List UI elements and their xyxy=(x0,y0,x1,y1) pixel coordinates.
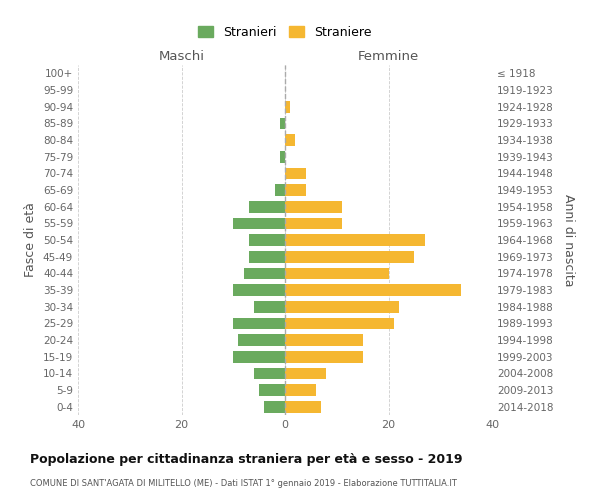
Bar xyxy=(280,118,285,129)
Bar xyxy=(238,334,285,346)
Bar xyxy=(233,284,285,296)
Bar xyxy=(285,401,321,412)
Bar xyxy=(244,268,285,279)
Bar xyxy=(233,218,285,229)
Bar xyxy=(285,218,342,229)
Bar xyxy=(280,151,285,162)
Text: COMUNE DI SANT'AGATA DI MILITELLO (ME) - Dati ISTAT 1° gennaio 2019 - Elaborazio: COMUNE DI SANT'AGATA DI MILITELLO (ME) -… xyxy=(30,479,457,488)
Bar xyxy=(249,251,285,262)
Bar xyxy=(233,318,285,329)
Bar xyxy=(285,301,399,312)
Bar xyxy=(249,201,285,212)
Bar xyxy=(233,351,285,362)
Bar xyxy=(285,284,461,296)
Bar xyxy=(285,168,306,179)
Bar xyxy=(285,134,295,146)
Bar xyxy=(285,251,415,262)
Bar xyxy=(285,351,362,362)
Bar xyxy=(285,101,290,112)
Bar xyxy=(285,201,342,212)
Bar xyxy=(285,368,326,379)
Text: Maschi: Maschi xyxy=(158,50,205,62)
Text: Femmine: Femmine xyxy=(358,50,419,62)
Bar xyxy=(254,368,285,379)
Legend: Stranieri, Straniere: Stranieri, Straniere xyxy=(198,26,372,39)
Bar xyxy=(265,401,285,412)
Y-axis label: Fasce di età: Fasce di età xyxy=(25,202,37,278)
Text: Popolazione per cittadinanza straniera per età e sesso - 2019: Popolazione per cittadinanza straniera p… xyxy=(30,452,463,466)
Bar xyxy=(285,334,362,346)
Bar xyxy=(285,234,425,246)
Bar xyxy=(249,234,285,246)
Bar xyxy=(285,268,389,279)
Bar xyxy=(259,384,285,396)
Bar xyxy=(285,184,306,196)
Y-axis label: Anni di nascita: Anni di nascita xyxy=(562,194,575,286)
Bar xyxy=(275,184,285,196)
Bar xyxy=(254,301,285,312)
Bar xyxy=(285,318,394,329)
Bar xyxy=(285,384,316,396)
